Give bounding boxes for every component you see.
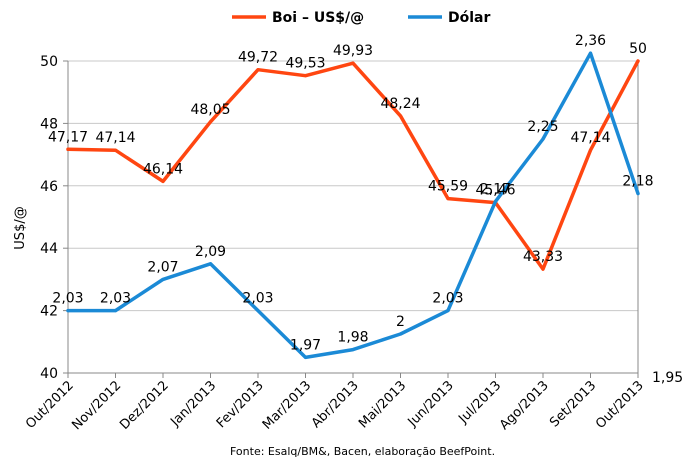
- data-label: 46,14: [143, 161, 183, 177]
- data-label: 2,25: [527, 119, 558, 135]
- x-axis-ticks: Out/2012Nov/2012Dez/2012Jan/2013Fev/2013…: [23, 378, 647, 433]
- data-label: 50: [629, 41, 647, 57]
- data-point: [399, 114, 402, 118]
- data-label: 2,09: [195, 244, 226, 260]
- data-point: [636, 192, 640, 196]
- series-line-dolar: [66, 51, 640, 360]
- x-tick-label: Jun/2013: [405, 378, 457, 430]
- x-tick-label: Nov/2012: [69, 378, 124, 433]
- data-point: [114, 309, 117, 313]
- y-axis-ticks: 40 42 44 46 48 50: [40, 54, 58, 382]
- data-label: 48,05: [190, 102, 230, 118]
- data-point: [66, 147, 70, 151]
- data-label: 45,59: [428, 179, 468, 195]
- x-tick-label: Mai/2013: [356, 378, 409, 431]
- data-label: 2,03: [52, 291, 83, 307]
- data-label: 49,93: [333, 43, 373, 59]
- data-point: [66, 309, 70, 313]
- series-layer: [66, 51, 640, 360]
- data-point: [636, 59, 640, 63]
- data-labels: 47,17 47,14 46,14 48,05 49,72 49,53 49,93 48,24…: [48, 33, 654, 353]
- source-note: Fonte: Esalq/BM&, Bacen, elaboração Beef…: [230, 445, 495, 458]
- data-point: [256, 68, 260, 72]
- x-tick-label: Mar/2013: [260, 378, 314, 432]
- x-tick-label: Ago/2013: [497, 378, 552, 433]
- y-tick-label: 44: [40, 241, 58, 257]
- data-label: 2,17: [480, 181, 511, 197]
- data-point: [541, 137, 545, 141]
- x-tick-label: Fev/2013: [214, 378, 267, 431]
- data-label: 48,24: [380, 96, 420, 112]
- grid: [68, 60, 638, 374]
- data-label: 2: [396, 314, 405, 330]
- y-axis-title: US$/@: [13, 206, 28, 249]
- data-label: 2,03: [100, 291, 131, 307]
- data-point: [446, 197, 450, 201]
- data-label: 47,17: [48, 129, 88, 145]
- data-label: 49,72: [238, 50, 278, 66]
- y-tick-label: 48: [40, 116, 58, 132]
- legend-label-dolar: Dólar: [448, 10, 490, 26]
- data-point: [494, 199, 497, 203]
- data-point: [351, 61, 355, 65]
- data-label: 47,14: [95, 130, 135, 146]
- legend: Boi – US$/@ Dólar: [232, 10, 490, 26]
- data-point: [589, 51, 592, 55]
- x-tick-label: Abr/2013: [309, 378, 362, 431]
- data-label: 2,18: [622, 174, 653, 190]
- data-label: 1,98: [337, 330, 368, 346]
- x-tick-label: Dez/2012: [117, 378, 172, 433]
- data-point: [541, 267, 545, 271]
- data-label: 43,33: [523, 249, 563, 265]
- data-point: [304, 355, 307, 359]
- data-point: [589, 148, 592, 152]
- axes: [63, 60, 639, 378]
- data-label: 2,36: [575, 33, 606, 49]
- data-label: 2,03: [432, 291, 463, 307]
- x-tick-label: Set/2013: [547, 378, 599, 430]
- y-tick-label: 42: [40, 304, 58, 320]
- y2-axis-tick-label: 1,95: [652, 370, 683, 386]
- y-tick-label: 40: [40, 366, 58, 382]
- data-point: [209, 120, 212, 124]
- data-point: [161, 277, 165, 281]
- data-label: 1,97: [290, 337, 321, 353]
- data-point: [399, 332, 402, 336]
- data-point: [351, 348, 355, 352]
- legend-label-boi: Boi – US$/@: [272, 10, 364, 26]
- y-tick-label: 50: [40, 54, 58, 70]
- y-tick-label: 46: [40, 179, 58, 195]
- data-label: 47,14: [570, 130, 610, 146]
- data-label: 2,03: [242, 291, 273, 307]
- data-point: [304, 74, 307, 78]
- data-point: [446, 309, 450, 313]
- x-tick-label: Out/2013: [593, 378, 647, 432]
- data-point: [161, 179, 165, 183]
- data-label: 2,07: [147, 259, 178, 275]
- data-label: 49,53: [285, 56, 325, 72]
- data-point: [114, 148, 117, 152]
- x-tick-label: Out/2012: [23, 378, 77, 432]
- data-point: [209, 262, 212, 266]
- x-tick-label: Jul/2013: [455, 378, 504, 427]
- data-label: 45,46: [475, 183, 515, 199]
- data-point: [256, 309, 260, 313]
- x-tick-label: Jan/2013: [167, 378, 219, 430]
